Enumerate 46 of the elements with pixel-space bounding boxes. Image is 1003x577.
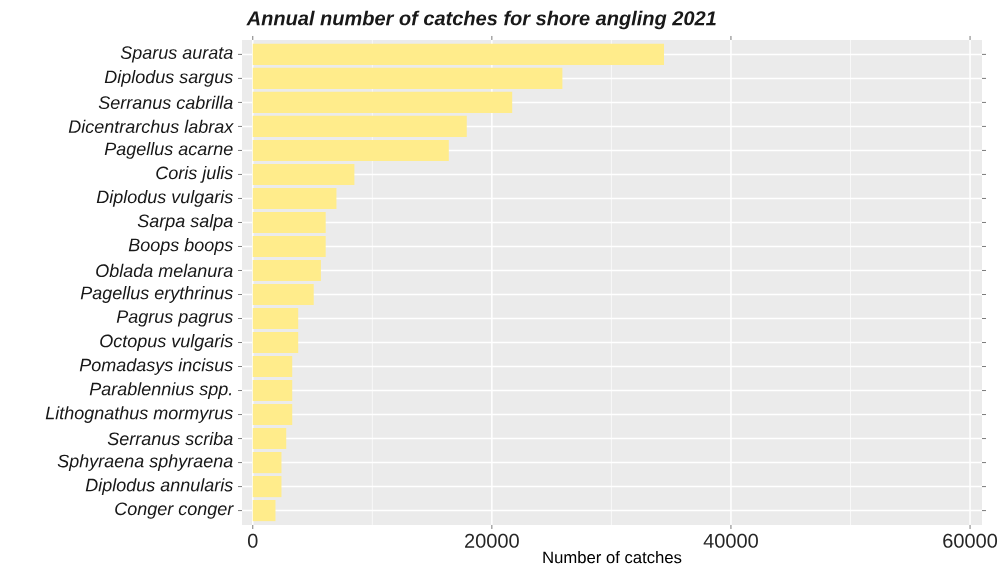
- y-tick-label: Sparus aurata: [120, 46, 233, 63]
- y-tick-label: Pagellus acarne: [104, 142, 233, 159]
- bar: [252, 476, 282, 498]
- bar: [252, 115, 467, 137]
- y-tick-label: Pomadasys incisus: [79, 358, 233, 375]
- y-tick-label: Diplodus annularis: [85, 478, 233, 495]
- x-axis-title: Number of catches: [543, 551, 682, 564]
- bar: [252, 43, 665, 65]
- y-tick-label: Coris julis: [156, 166, 233, 183]
- x-tick-label: 40000: [703, 533, 758, 548]
- bar: [252, 67, 563, 89]
- y-tick-label: Oblada melanura: [96, 263, 233, 278]
- y-tick-label: Serranus scriba: [107, 431, 233, 446]
- bar: [252, 139, 449, 161]
- bar: [252, 452, 282, 474]
- bar: [252, 259, 321, 282]
- y-tick-label: Parablennius spp.: [89, 382, 232, 399]
- x-tick-label: 60000: [943, 533, 998, 548]
- bar: [252, 331, 299, 354]
- x-tick-label: 20000: [465, 533, 519, 548]
- y-tick-label: Boops boops: [128, 238, 233, 255]
- y-tick-label: Diplodus sargus: [104, 70, 233, 87]
- y-tick-label: Diplodus vulgaris: [96, 190, 233, 207]
- bar: [252, 283, 314, 306]
- bar: [252, 235, 326, 258]
- y-tick-label: Conger conger: [115, 502, 234, 519]
- bar: [252, 355, 293, 378]
- bar: [252, 427, 287, 450]
- y-tick-label: Serranus cabrilla: [98, 95, 233, 110]
- bar: [252, 307, 299, 330]
- y-tick-label: Sarpa salpa: [137, 214, 233, 231]
- x-tick-label: 0: [247, 533, 258, 548]
- y-tick-label: Lithognathus mormyrus: [45, 406, 233, 423]
- bar: [252, 403, 293, 426]
- bar: [252, 91, 513, 113]
- y-tick-label: Pagrus pagrus: [116, 310, 233, 327]
- y-tick-label: Pagellus erythrinus: [80, 286, 233, 303]
- chart-title: Annual number of catches for shore angling 2021: [246, 10, 716, 30]
- bar: [252, 500, 276, 522]
- y-tick-label: Dicentrarchus labrax: [68, 119, 234, 134]
- bar: [252, 211, 326, 234]
- bar: [252, 187, 337, 210]
- bar: [252, 379, 293, 402]
- bar: [252, 163, 355, 186]
- y-tick-label: Sphyraena sphyraena: [57, 454, 233, 471]
- y-tick-label: Octopus vulgaris: [100, 334, 233, 351]
